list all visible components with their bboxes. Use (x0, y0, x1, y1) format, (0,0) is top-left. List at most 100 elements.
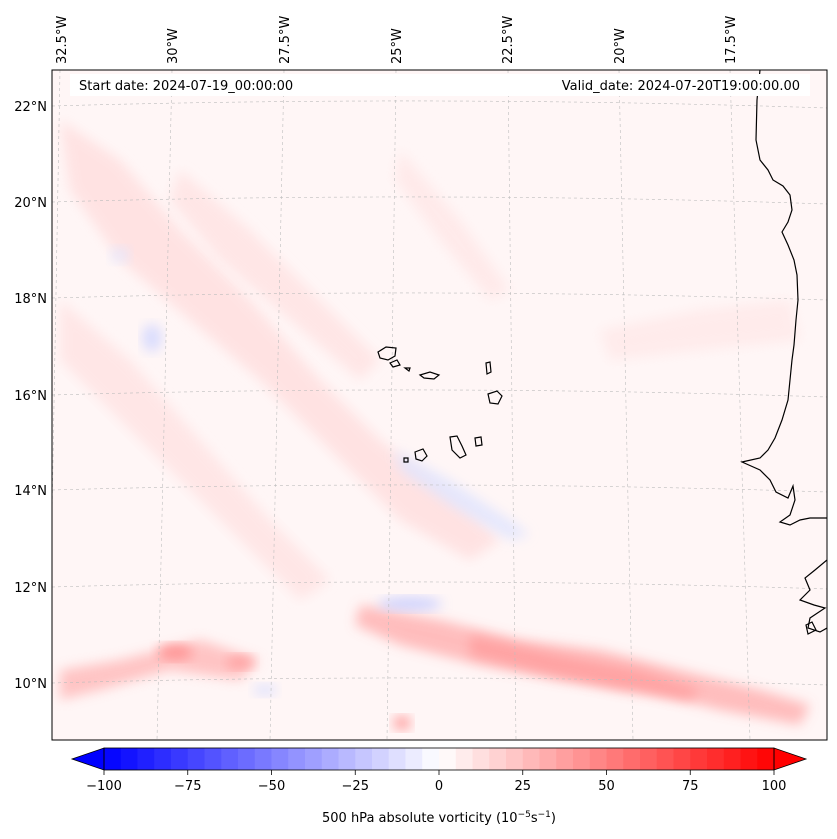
sao-vicente-island (389, 359, 401, 368)
colorbar-segment (656, 748, 675, 770)
colorbar-tick-label: −100 (86, 779, 122, 794)
lat-label: 16°N (14, 389, 47, 404)
vorticity-positive-band (60, 300, 330, 600)
lon-label: 25°W (390, 28, 405, 64)
vorticity-positive-band (170, 170, 380, 380)
africa-coastline (740, 70, 827, 526)
colorbar-segment (640, 748, 658, 770)
colorbar-segment (171, 748, 189, 770)
colorbar-segment (405, 748, 423, 770)
colorbar-segment (522, 748, 541, 770)
lat-label: 18°N (14, 292, 47, 307)
colorbar-segment (589, 748, 608, 770)
sal-island (485, 361, 492, 375)
colorbar-segment (439, 748, 457, 770)
colorbar-segment (623, 748, 641, 770)
lat-label: 22°N (14, 100, 47, 115)
coastlines (377, 70, 827, 635)
santo-antao-island (377, 346, 397, 361)
colorbar-segment (221, 748, 239, 770)
valid-date-label: Valid_date: 2024-07-20T19:00:00.00 (562, 79, 800, 94)
colorbar-segment (321, 748, 340, 770)
colorbar-segment (757, 748, 775, 770)
colorbar-segment (673, 748, 691, 770)
colorbar-segment (388, 748, 407, 770)
santiago-island (449, 435, 467, 459)
bissagos-islands (805, 621, 817, 635)
boa-vista-island (487, 390, 503, 405)
colorbar-segment (690, 748, 708, 770)
colorbar-segment (305, 748, 323, 770)
vorticity-positive-band (470, 635, 700, 700)
vorticity-negative-core (142, 324, 162, 352)
colorbar-segment (271, 748, 289, 770)
colorbar-segment (573, 748, 591, 770)
vorticity-positive-band (60, 120, 500, 560)
vorticity-negative-core (253, 684, 277, 696)
colorbar-tick-label: 0 (435, 779, 443, 794)
date-header-background (70, 74, 810, 96)
longitude-labels: 32.5°W 30°W 27.5°W 25°W 22.5°W 20°W 17.5… (55, 16, 739, 64)
lat-label: 20°N (14, 196, 47, 211)
colorbar-segment (506, 748, 524, 770)
colorbar-tick-label: 50 (598, 779, 615, 794)
colorbar-segment (137, 748, 155, 770)
colorbar-segment (104, 748, 122, 770)
vorticity-positive-band (395, 150, 510, 300)
lon-label: 32.5°W (55, 16, 70, 64)
lat-label: 10°N (14, 677, 47, 692)
colorbar-segment (707, 748, 725, 770)
colorbar-segment (472, 748, 490, 770)
start-date-label: Start date: 2024-07-19_00:00:00 (79, 79, 293, 94)
colorbar-high-extend (773, 747, 808, 771)
vorticity-negative-core (378, 597, 442, 611)
colorbar-segment (723, 748, 742, 770)
map-panel: Start date: 2024-07-19_00:00:00 Valid_da… (51, 69, 828, 741)
colorbar-label: 500 hPa absolute vorticity (10−5s−1) (322, 810, 556, 826)
colorbar-segment (355, 748, 373, 770)
colorbar-segment (120, 748, 139, 770)
colorbar-segment (556, 748, 574, 770)
vorticity-maximum (226, 655, 254, 669)
vorticity-positive-band (60, 640, 260, 700)
vorticity-maximum (157, 644, 193, 660)
colorbar-segment (187, 748, 206, 770)
colorbar-tick-label: −25 (342, 779, 369, 794)
colorbar-segments (104, 748, 775, 770)
lon-label: 17.5°W (724, 16, 739, 64)
vorticity-positive-band (600, 300, 800, 360)
maio-island (474, 436, 483, 447)
lon-label: 30°W (166, 28, 181, 64)
vorticity-maximum (393, 716, 411, 730)
colorbar-segment (238, 748, 256, 770)
santa-luzia-island (403, 367, 411, 372)
lon-label: 22.5°W (501, 16, 516, 64)
lon-label: 27.5°W (278, 16, 293, 64)
colorbar-tick-label: −50 (258, 779, 285, 794)
colorbar-segment (254, 748, 273, 770)
colorbar-segment (740, 748, 758, 770)
colorbar-tick-label: 100 (762, 779, 787, 794)
brava-island (403, 457, 409, 463)
colorbar-tick-label: 25 (514, 779, 531, 794)
map-frame (51, 69, 828, 741)
colorbar-segment (372, 748, 390, 770)
colorbar-segment (606, 748, 624, 770)
colorbar: −100 −75 −50 −25 0 25 50 75 100 500 hPa absolute… (70, 747, 808, 826)
latitude-labels: 22°N 20°N 18°N 16°N 14°N 12°N 10°N (14, 100, 47, 692)
lat-label: 14°N (14, 484, 47, 499)
vorticity-negative-core (110, 247, 130, 263)
colorbar-segment (539, 748, 557, 770)
lat-label: 12°N (14, 581, 47, 596)
lon-label: 20°W (613, 28, 628, 64)
colorbar-segment (489, 748, 507, 770)
colorbar-segment (288, 748, 306, 770)
colorbar-tick-label: 75 (682, 779, 699, 794)
graticule (52, 70, 827, 740)
vorticity-field (60, 120, 810, 730)
colorbar-segment (154, 748, 172, 770)
colorbar-low-extend (70, 747, 105, 771)
sao-nicolau-island (418, 371, 441, 380)
fogo-island (414, 448, 428, 462)
